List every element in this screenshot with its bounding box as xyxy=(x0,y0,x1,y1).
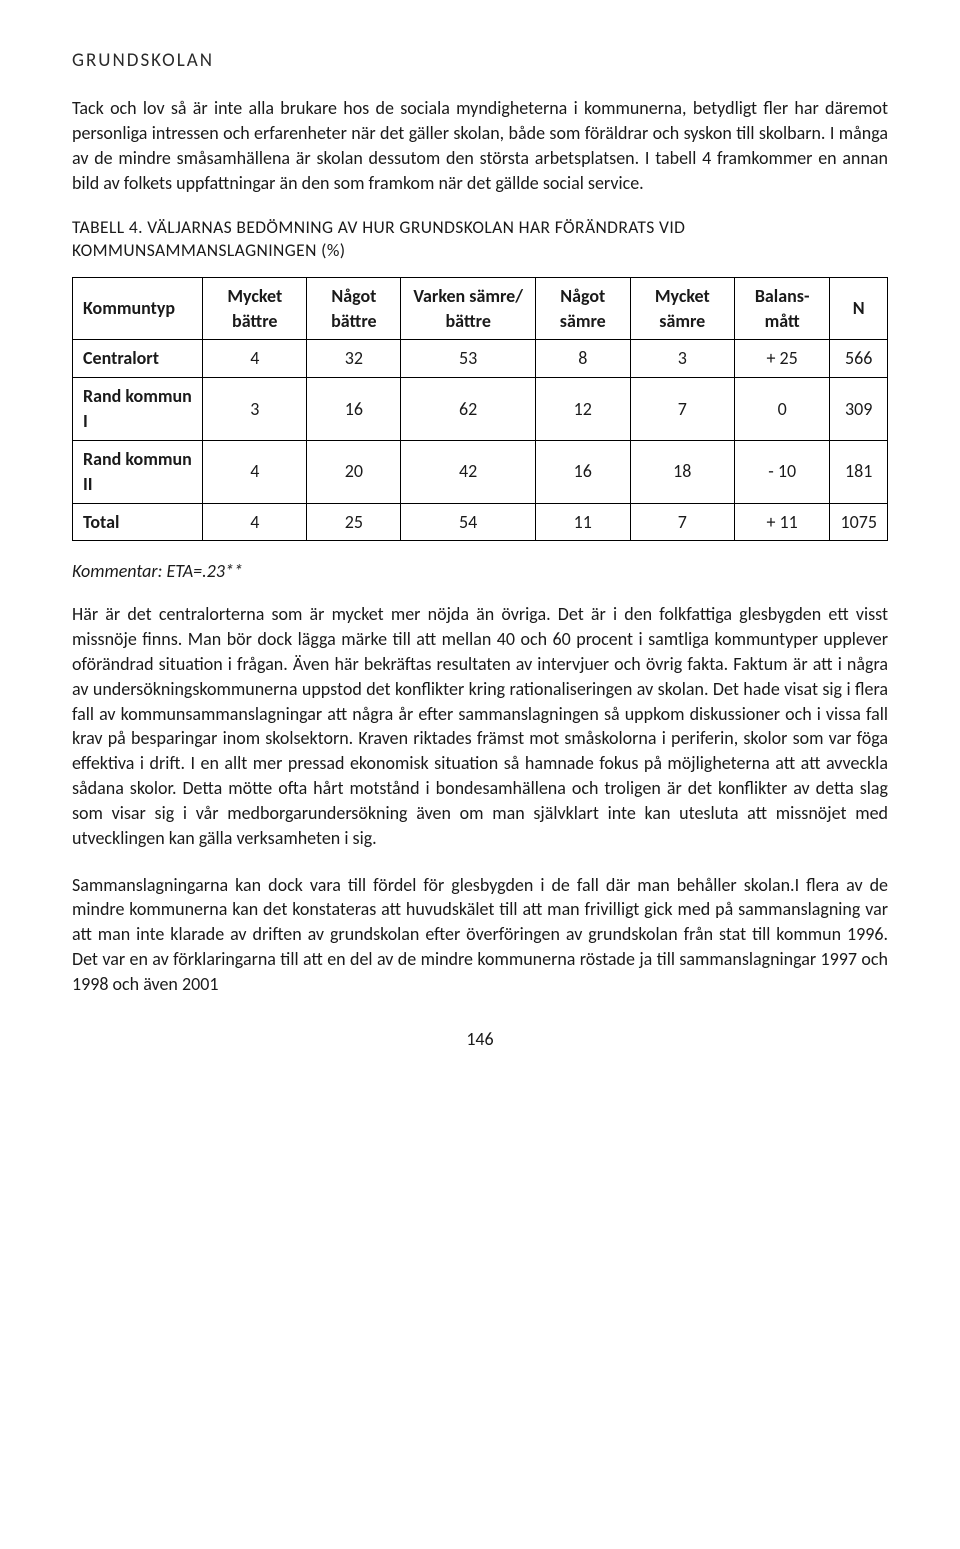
cell: 3 xyxy=(630,340,734,378)
cell: 4 xyxy=(203,340,307,378)
table-comment: Kommentar: ETA=.23** xyxy=(72,559,888,584)
cell: 181 xyxy=(830,440,888,503)
col-n: N xyxy=(830,277,888,340)
table-header-row: Kommuntyp Mycket bättre Något bättre Var… xyxy=(73,277,888,340)
cell: 8 xyxy=(535,340,630,378)
cell: 62 xyxy=(401,378,535,441)
cell: 18 xyxy=(630,440,734,503)
cell: + 11 xyxy=(734,503,830,541)
cell: 12 xyxy=(535,378,630,441)
section-heading: GRUNDSKOLAN xyxy=(72,48,888,74)
row-label: Total xyxy=(73,503,203,541)
cell: 4 xyxy=(203,503,307,541)
cell: 42 xyxy=(401,440,535,503)
cell: 54 xyxy=(401,503,535,541)
col-balansmatt: Balans-mått xyxy=(734,277,830,340)
cell: 0 xyxy=(734,378,830,441)
cell: + 25 xyxy=(734,340,830,378)
cell: 25 xyxy=(307,503,401,541)
col-mycket-samre: Mycket sämre xyxy=(630,277,734,340)
cell: 16 xyxy=(535,440,630,503)
cell: 7 xyxy=(630,503,734,541)
cell: 53 xyxy=(401,340,535,378)
cell: 309 xyxy=(830,378,888,441)
row-label: Rand kommun II xyxy=(73,440,203,503)
page-number: 146 xyxy=(72,1027,888,1052)
cell: 3 xyxy=(203,378,307,441)
analysis-paragraph-2: Sammanslagningarna kan dock vara till fö… xyxy=(72,873,888,997)
col-mycket-battre: Mycket bättre xyxy=(203,277,307,340)
cell: 16 xyxy=(307,378,401,441)
col-nagot-battre: Något bättre xyxy=(307,277,401,340)
table-row: Total 4 25 54 11 7 + 11 1075 xyxy=(73,503,888,541)
cell: 4 xyxy=(203,440,307,503)
cell: 7 xyxy=(630,378,734,441)
table-row: Rand kommun I 3 16 62 12 7 0 309 xyxy=(73,378,888,441)
data-table: Kommuntyp Mycket bättre Något bättre Var… xyxy=(72,277,888,542)
table-row: Centralort 4 32 53 8 3 + 25 566 xyxy=(73,340,888,378)
intro-paragraph: Tack och lov så är inte alla brukare hos… xyxy=(72,96,888,195)
cell: 11 xyxy=(535,503,630,541)
table-row: Rand kommun II 4 20 42 16 18 - 10 181 xyxy=(73,440,888,503)
table-caption: TABELL 4. VÄLJARNAS BEDÖMNING AV HUR GRU… xyxy=(72,216,888,263)
cell: 566 xyxy=(830,340,888,378)
cell: 20 xyxy=(307,440,401,503)
row-label: Centralort xyxy=(73,340,203,378)
analysis-paragraph-1: Här är det centralorterna som är mycket … xyxy=(72,602,888,850)
cell: - 10 xyxy=(734,440,830,503)
row-label: Rand kommun I xyxy=(73,378,203,441)
col-kommuntyp: Kommuntyp xyxy=(73,277,203,340)
cell: 32 xyxy=(307,340,401,378)
cell: 1075 xyxy=(830,503,888,541)
col-varken: Varken sämre/ bättre xyxy=(401,277,535,340)
col-nagot-samre: Något sämre xyxy=(535,277,630,340)
